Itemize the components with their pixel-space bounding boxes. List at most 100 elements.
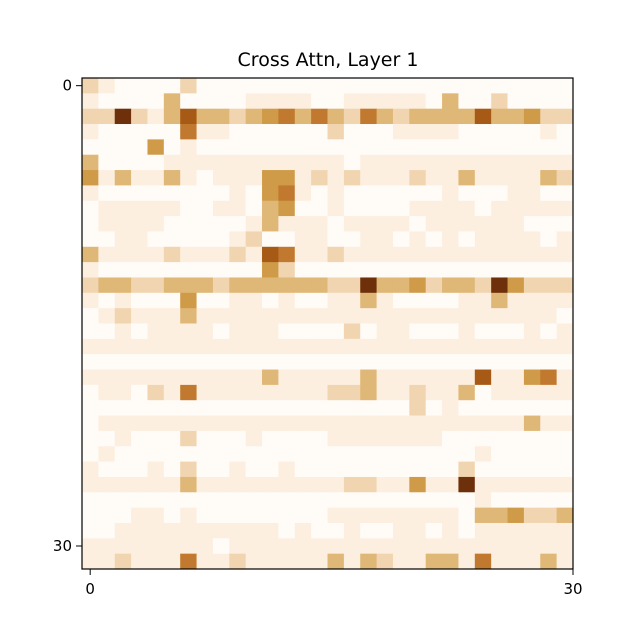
heatmap-cell (114, 308, 132, 324)
heatmap-cell (196, 338, 214, 355)
heatmap-cell (131, 78, 148, 94)
heatmap-cell (442, 522, 459, 539)
heatmap-cell (540, 262, 558, 278)
heatmap-cell (360, 277, 377, 294)
heatmap-cell (409, 553, 427, 570)
heatmap-cell (294, 538, 312, 555)
heatmap-cell (278, 354, 296, 370)
heatmap-cell (507, 139, 525, 156)
heatmap-cell (327, 400, 345, 416)
heatmap-cell (229, 185, 247, 202)
heatmap-cell (82, 415, 99, 432)
heatmap-cell (229, 369, 247, 386)
heatmap-cell (131, 446, 148, 462)
heatmap-cell (425, 277, 443, 294)
heatmap-cell (229, 78, 247, 94)
heatmap-cell (327, 170, 345, 186)
heatmap-cell (131, 231, 148, 248)
heatmap-cell (491, 277, 508, 294)
heatmap-cell (409, 507, 427, 524)
heatmap-cell (392, 507, 410, 524)
heatmap-cell (278, 185, 296, 202)
heatmap-cell (98, 200, 116, 217)
heatmap-cell (376, 246, 394, 263)
heatmap-cell (212, 384, 230, 401)
heatmap-cell (229, 415, 247, 432)
heatmap-cell (98, 262, 116, 278)
heatmap-cell (523, 538, 541, 555)
heatmap-cell (163, 139, 181, 156)
heatmap-cell (229, 446, 247, 462)
heatmap-cell (540, 522, 558, 539)
heatmap-cell (294, 400, 312, 416)
heatmap-cell (540, 338, 558, 355)
heatmap-cell (442, 277, 459, 294)
heatmap-cell (212, 492, 230, 509)
heatmap-cell (540, 277, 558, 294)
heatmap-cell (294, 292, 312, 309)
heatmap-cell (294, 246, 312, 263)
heatmap-cell (163, 538, 181, 555)
heatmap-cell (523, 384, 541, 401)
heatmap-cell (114, 400, 132, 416)
heatmap-cell (392, 170, 410, 186)
heatmap-cell (507, 308, 525, 324)
heatmap-cell (409, 154, 427, 171)
heatmap-cell (82, 292, 99, 309)
heatmap-cell (474, 369, 492, 386)
heatmap-cell (540, 231, 558, 248)
heatmap-cell (212, 231, 230, 248)
heatmap-cell (409, 246, 427, 263)
heatmap-cell (229, 292, 247, 309)
heatmap-cell (392, 553, 410, 570)
heatmap-cell (327, 415, 345, 432)
heatmap-cell (523, 461, 541, 478)
heatmap-cell (311, 231, 328, 248)
heatmap-cell (262, 108, 279, 125)
heatmap-cell (294, 522, 312, 539)
heatmap-cell (82, 400, 99, 416)
heatmap-cell (425, 78, 443, 94)
heatmap-cell (507, 246, 525, 263)
heatmap-cell (278, 400, 296, 416)
heatmap-cell (114, 78, 132, 94)
heatmap-cell (229, 246, 247, 263)
heatmap-cell (180, 78, 197, 94)
heatmap-cell (556, 507, 574, 524)
heatmap-cell (229, 323, 247, 340)
heatmap-cell (474, 308, 492, 324)
heatmap-cell (262, 430, 279, 447)
heatmap-cell (278, 170, 296, 186)
heatmap-cell (540, 292, 558, 309)
heatmap-cell (442, 231, 459, 248)
heatmap-cell (376, 308, 394, 324)
heatmap-cell (343, 108, 361, 125)
heatmap-cell (180, 538, 197, 555)
heatmap-cell (245, 446, 263, 462)
heatmap-cell (409, 492, 427, 509)
heatmap-cell (245, 461, 263, 478)
heatmap-cell (523, 369, 541, 386)
heatmap-cell (327, 338, 345, 355)
heatmap-cell (540, 139, 558, 156)
heatmap-cell (196, 538, 214, 555)
heatmap-cell (343, 308, 361, 324)
heatmap-cell (474, 185, 492, 202)
heatmap-cell (245, 354, 263, 370)
heatmap-cell (474, 170, 492, 186)
heatmap-cell (556, 323, 574, 340)
heatmap-cell (229, 231, 247, 248)
heatmap-cell (409, 93, 427, 110)
heatmap-cell (491, 216, 508, 232)
heatmap-cell (131, 200, 148, 217)
heatmap-cell (409, 308, 427, 324)
heatmap-cell (278, 124, 296, 140)
heatmap-cell (474, 492, 492, 509)
heatmap-cell (425, 415, 443, 432)
heatmap-cell (392, 522, 410, 539)
heatmap-cell (540, 369, 558, 386)
heatmap-cell (131, 415, 148, 432)
heatmap-cell (425, 384, 443, 401)
heatmap-cell (425, 124, 443, 140)
heatmap-cell (474, 124, 492, 140)
